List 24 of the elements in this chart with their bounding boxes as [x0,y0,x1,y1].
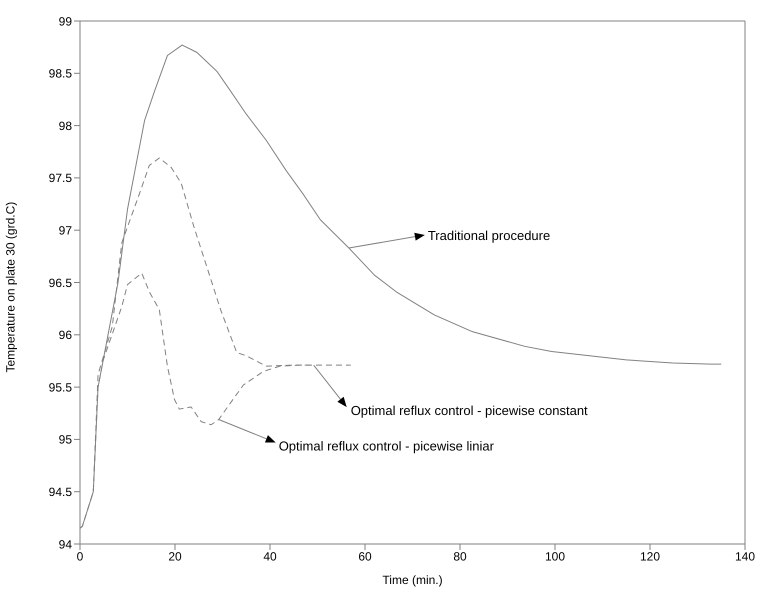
x-tick-label: 100 [544,550,566,564]
y-tick-label: 95 [58,432,72,447]
x-axis-title: Time (min.) [382,573,443,587]
y-tick-label: 95.5 [48,380,72,394]
annotation: Traditional procedure [428,228,550,243]
y-tick-label: 94 [58,537,72,552]
x-tick-label: 40 [263,550,277,564]
y-axis-title: Temperature on plate 30 (grd.C) [3,202,18,372]
y-tick-label: 98.5 [48,66,72,81]
annotation: Optimal reflux control - picewise constant [350,403,588,418]
x-tick-label: 20 [168,550,182,564]
annotation: Optimal reflux control - picewise liniar [278,438,495,454]
y-tick-label: 94.5 [48,484,72,499]
y-tick-label: 97.5 [48,171,72,186]
x-tick-label: 0 [76,550,84,564]
y-tick-label: 99 [58,14,72,28]
y-tick-label: 96.5 [48,276,72,290]
x-tick-label: 140 [734,550,756,564]
x-tick-label: 80 [453,550,467,564]
y-tick-label: 98 [58,118,72,133]
x-tick-label: 60 [358,550,372,564]
y-tick-label: 96 [58,328,72,342]
y-tick-label: 97 [58,223,72,238]
x-tick-label: 120 [640,550,660,564]
